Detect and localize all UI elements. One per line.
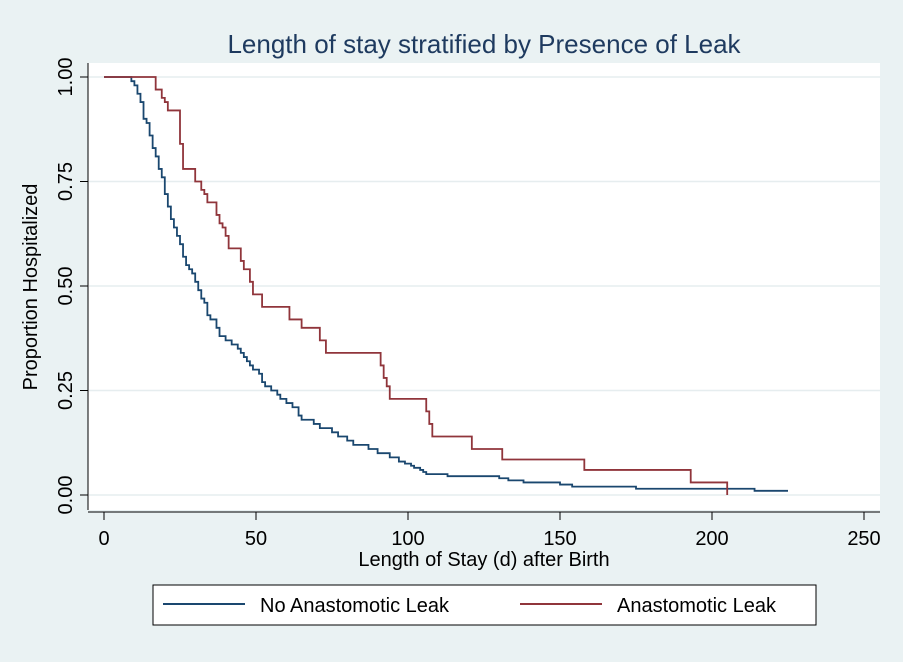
series-line-leak — [104, 76, 729, 495]
y-tick-label: 0.50 — [55, 267, 77, 306]
legend-box — [152, 584, 817, 626]
x-axis-label: Length of Stay (d) after Birth — [358, 549, 609, 571]
y-tick-label: 1.00 — [55, 58, 77, 97]
y-tick-label: 0.75 — [55, 162, 77, 201]
x-tick-label: 150 — [543, 528, 576, 550]
series-group — [104, 76, 788, 495]
grid — [89, 76, 880, 496]
legend-label-no-leak: No Anastomotic Leak — [260, 595, 450, 617]
y-tick-label: 0.00 — [55, 476, 77, 515]
series-line-no-leak — [104, 76, 788, 492]
x-tick-label: 100 — [391, 528, 424, 550]
legend-label-leak: Anastomotic Leak — [617, 595, 777, 617]
x-tick-label: 250 — [847, 528, 880, 550]
x-tick-label: 200 — [695, 528, 728, 550]
y-ticks: 0.00 0.25 0.50 0.75 1.00 — [55, 58, 88, 515]
x-tick-label: 0 — [98, 528, 109, 550]
x-tick-label: 50 — [245, 528, 267, 550]
x-ticks: 0 50 100 150 200 250 — [98, 512, 881, 550]
y-axis-label: Proportion Hospitalized — [20, 184, 42, 391]
y-tick-label: 0.25 — [55, 371, 77, 410]
chart-title: Length of stay stratified by Presence of… — [227, 29, 741, 59]
legend: No Anastomotic Leak Anastomotic Leak — [152, 584, 817, 626]
